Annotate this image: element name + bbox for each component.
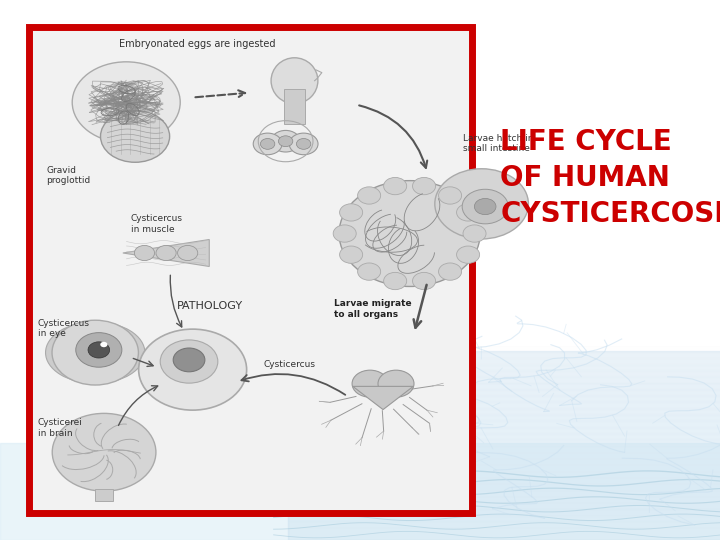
Circle shape bbox=[139, 329, 247, 410]
Circle shape bbox=[72, 62, 180, 143]
Circle shape bbox=[339, 180, 480, 286]
Bar bbox=[288, 465, 720, 477]
Circle shape bbox=[340, 246, 363, 264]
Circle shape bbox=[463, 225, 486, 242]
Bar bbox=[288, 352, 720, 363]
Circle shape bbox=[101, 110, 170, 162]
Circle shape bbox=[333, 225, 356, 242]
Circle shape bbox=[384, 178, 407, 195]
Bar bbox=[288, 516, 720, 528]
Text: Larvae hatch in
small intestine: Larvae hatch in small intestine bbox=[463, 134, 534, 153]
Circle shape bbox=[413, 272, 436, 289]
Bar bbox=[288, 377, 720, 389]
Text: Cysticercus: Cysticercus bbox=[264, 360, 315, 369]
Circle shape bbox=[462, 189, 508, 224]
Circle shape bbox=[358, 263, 381, 280]
Bar bbox=[288, 478, 720, 490]
Bar bbox=[288, 396, 720, 408]
Circle shape bbox=[358, 187, 381, 204]
Bar bbox=[288, 421, 720, 433]
Bar bbox=[288, 364, 720, 376]
Bar bbox=[288, 447, 720, 458]
Circle shape bbox=[435, 168, 528, 239]
Circle shape bbox=[438, 187, 462, 204]
Polygon shape bbox=[123, 239, 210, 266]
Text: Cysticerei
in brain: Cysticerei in brain bbox=[37, 418, 83, 437]
Text: Gravid
proglottid: Gravid proglottid bbox=[47, 165, 91, 185]
Bar bbox=[284, 89, 305, 124]
Text: LIFE CYCLE
OF HUMAN
CYSTICERCOSIS: LIFE CYCLE OF HUMAN CYSTICERCOSIS bbox=[500, 129, 720, 228]
Bar bbox=[288, 459, 720, 471]
Circle shape bbox=[178, 245, 198, 260]
Circle shape bbox=[413, 178, 436, 195]
Text: Larvae migrate
to all organs: Larvae migrate to all organs bbox=[334, 299, 412, 319]
Circle shape bbox=[76, 333, 122, 367]
Circle shape bbox=[135, 245, 155, 260]
Bar bbox=[96, 489, 113, 501]
Bar bbox=[288, 358, 720, 370]
Ellipse shape bbox=[45, 322, 145, 383]
Bar bbox=[288, 528, 720, 540]
Bar bbox=[288, 497, 720, 509]
Bar bbox=[288, 415, 720, 427]
Circle shape bbox=[384, 272, 407, 289]
Circle shape bbox=[474, 198, 496, 214]
Circle shape bbox=[297, 138, 311, 149]
Bar bbox=[0, 443, 720, 540]
Circle shape bbox=[352, 370, 388, 397]
Circle shape bbox=[456, 204, 480, 221]
Circle shape bbox=[271, 130, 300, 152]
Text: Cysticercus
in eye: Cysticercus in eye bbox=[37, 319, 90, 338]
Text: PATHOLOGY: PATHOLOGY bbox=[177, 301, 243, 312]
Bar bbox=[288, 428, 720, 439]
Bar bbox=[288, 503, 720, 515]
Bar bbox=[288, 402, 720, 414]
Bar bbox=[288, 346, 720, 357]
Polygon shape bbox=[353, 387, 413, 409]
Circle shape bbox=[88, 342, 109, 358]
Ellipse shape bbox=[271, 58, 318, 104]
Bar bbox=[29, 27, 472, 513]
Circle shape bbox=[279, 136, 293, 146]
Bar bbox=[288, 383, 720, 395]
Bar bbox=[288, 440, 720, 452]
Circle shape bbox=[156, 245, 176, 260]
Bar bbox=[288, 351, 720, 540]
Bar bbox=[288, 409, 720, 420]
Bar bbox=[288, 453, 720, 464]
Circle shape bbox=[161, 340, 218, 383]
Circle shape bbox=[253, 133, 282, 154]
Circle shape bbox=[456, 246, 480, 264]
Circle shape bbox=[289, 133, 318, 154]
Circle shape bbox=[53, 414, 156, 491]
Bar bbox=[288, 434, 720, 445]
Circle shape bbox=[378, 370, 414, 397]
Bar bbox=[288, 371, 720, 382]
Bar bbox=[288, 509, 720, 521]
Bar bbox=[288, 484, 720, 496]
Circle shape bbox=[438, 263, 462, 280]
Bar bbox=[288, 471, 720, 483]
Bar bbox=[288, 490, 720, 502]
Circle shape bbox=[100, 342, 107, 347]
Circle shape bbox=[52, 320, 138, 385]
Circle shape bbox=[174, 348, 205, 372]
Circle shape bbox=[261, 138, 275, 149]
Text: Embryonated eggs are ingested: Embryonated eggs are ingested bbox=[119, 39, 275, 49]
Text: Cysticercus
in muscle: Cysticercus in muscle bbox=[130, 214, 183, 233]
Circle shape bbox=[340, 204, 363, 221]
Bar bbox=[288, 390, 720, 401]
Bar bbox=[288, 522, 720, 534]
